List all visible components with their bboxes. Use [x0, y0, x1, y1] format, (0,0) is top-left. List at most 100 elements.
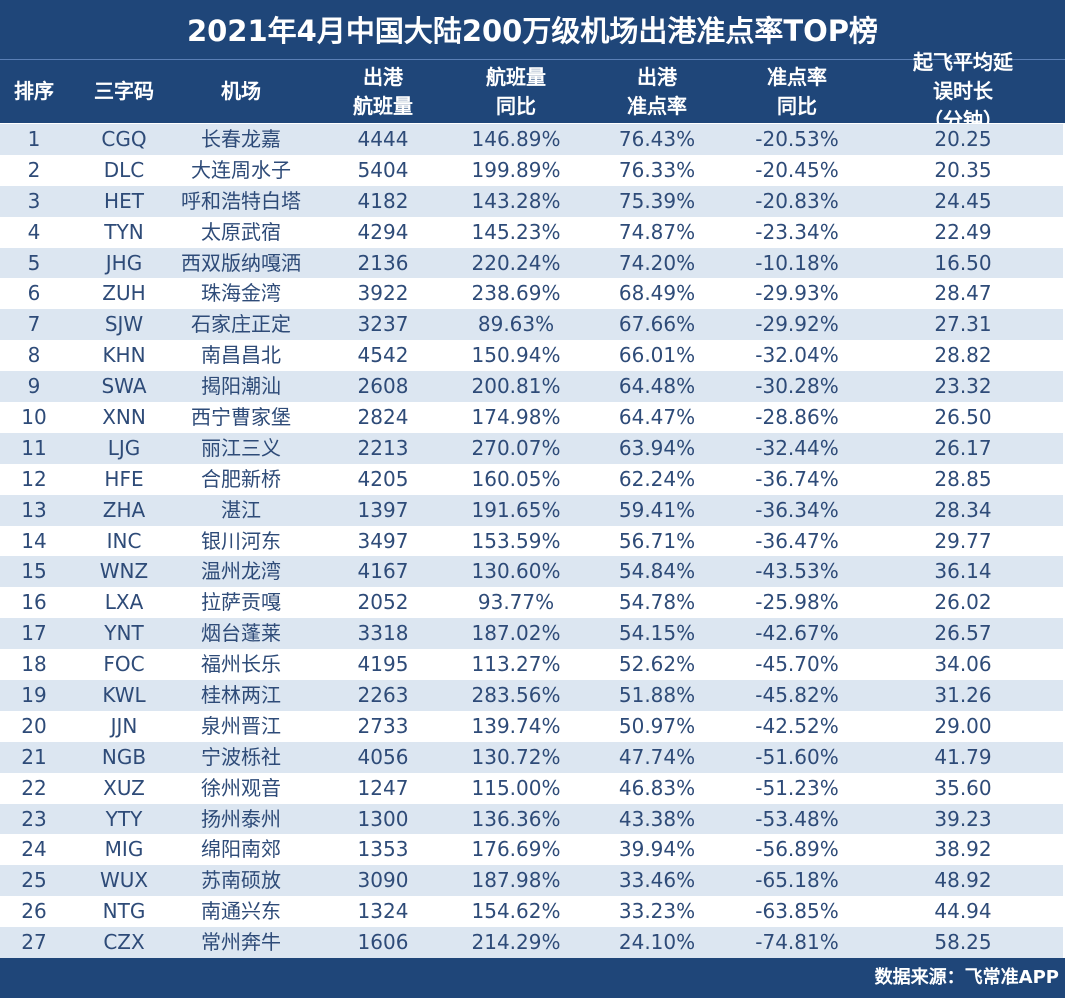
cell-code: CZX — [103, 930, 145, 955]
cell-airport: 宁波栎社 — [201, 744, 281, 769]
cell-avg-delay: 16.50 — [934, 250, 992, 275]
cell-ontime-rate: 74.87% — [618, 219, 696, 244]
cell-ontime-yoy: -36.47% — [755, 528, 839, 553]
cell-rank: 14 — [21, 528, 47, 553]
cell-ontime-yoy: -29.93% — [755, 281, 839, 306]
table-row: 27 CZX 常州奔牛 1606 214.29% 24.10% -74.81% 58.25 — [0, 927, 1063, 959]
cell-departures: 2608 — [357, 374, 409, 399]
cell-ontime-rate: 64.47% — [618, 405, 696, 430]
cell-rank: 18 — [21, 652, 47, 677]
cell-avg-delay: 36.14 — [934, 559, 992, 584]
cell-rank: 7 — [27, 312, 41, 337]
cell-departures: 2733 — [357, 713, 409, 738]
cell-departures-yoy: 143.28% — [471, 188, 561, 213]
cell-ontime-yoy: -10.18% — [755, 250, 839, 275]
cell-ontime-rate: 75.39% — [618, 188, 696, 213]
cell-rank: 2 — [27, 157, 41, 182]
cell-ontime-rate: 67.66% — [618, 312, 696, 337]
cell-airport: 绵阳南郊 — [201, 837, 281, 862]
cell-code: WNZ — [99, 559, 149, 584]
table-row: 14 INC 银川河东 3497 153.59% 56.71% -36.47% 29.77 — [0, 526, 1063, 557]
cell-ontime-yoy: -32.44% — [755, 435, 839, 460]
cell-departures: 4167 — [357, 559, 409, 584]
cell-departures: 4182 — [357, 188, 409, 213]
table-row: 13 ZHA 湛江 1397 191.65% 59.41% -36.34% 28.34 — [0, 494, 1063, 526]
cell-departures-yoy: 187.98% — [471, 868, 561, 893]
cell-departures: 1606 — [357, 930, 409, 955]
cell-rank: 5 — [27, 250, 41, 275]
table-row: 24 MIG 绵阳南郊 1353 176.69% 39.94% -56.89% 38.92 — [0, 834, 1063, 865]
cell-airport: 南昌昌北 — [201, 343, 281, 368]
cell-ontime-rate: 59.41% — [618, 497, 696, 522]
table-row: 26 NTG 南通兴东 1324 154.62% 33.23% -63.85% 44.94 — [0, 896, 1063, 927]
cell-rank: 15 — [21, 559, 47, 584]
cell-airport: 合肥新桥 — [201, 466, 281, 491]
cell-avg-delay: 29.00 — [934, 713, 992, 738]
cell-airport: 烟台蓬莱 — [201, 621, 281, 646]
cell-departures-yoy: 176.69% — [471, 837, 561, 862]
cell-avg-delay: 24.45 — [934, 188, 992, 213]
cell-departures: 1247 — [357, 775, 409, 800]
cell-rank: 20 — [21, 713, 47, 738]
cell-code: NTG — [102, 899, 146, 924]
cell-rank: 22 — [21, 775, 47, 800]
cell-ontime-rate: 51.88% — [618, 683, 696, 708]
cell-departures-yoy: 150.94% — [471, 343, 561, 368]
cell-departures-yoy: 130.60% — [471, 559, 561, 584]
cell-rank: 13 — [21, 497, 47, 522]
cell-ontime-yoy: -42.52% — [755, 713, 839, 738]
cell-departures: 4542 — [357, 343, 409, 368]
cell-ontime-yoy: -51.60% — [755, 744, 839, 769]
cell-avg-delay: 44.94 — [934, 899, 992, 924]
table-row: 9 SWA 揭阳潮汕 2608 200.81% 64.48% -30.28% 23.32 — [0, 371, 1063, 403]
cell-ontime-rate: 56.71% — [618, 528, 696, 553]
cell-airport: 珠海金湾 — [201, 281, 281, 306]
cell-departures-yoy: 283.56% — [471, 683, 561, 708]
cell-code: XNN — [102, 405, 146, 430]
cell-departures-yoy: 145.23% — [471, 219, 561, 244]
cell-ontime-yoy: -42.67% — [755, 621, 839, 646]
cell-ontime-yoy: -25.98% — [755, 590, 839, 615]
table-title: 2021年4月中国大陆200万级机场出港准点率TOP榜 — [0, 0, 1065, 60]
table-row: 10 XNN 西宁曹家堡 2824 174.98% 64.47% -28.86% 26.50 — [0, 402, 1063, 433]
cell-rank: 17 — [21, 621, 47, 646]
cell-departures-yoy: 187.02% — [471, 621, 561, 646]
cell-code: SWA — [101, 374, 147, 399]
cell-code: LXA — [104, 590, 144, 615]
table-row: 3 HET 呼和浩特白塔 4182 143.28% 75.39% -20.83% 24.45 — [0, 185, 1063, 217]
cell-ontime-rate: 63.94% — [618, 435, 696, 460]
cell-ontime-yoy: -74.81% — [755, 930, 839, 955]
table-row: 25 WUX 苏南硕放 3090 187.98% 33.46% -65.18% 48.92 — [0, 865, 1063, 897]
cell-airport: 扬州泰州 — [201, 806, 281, 831]
header-code: 三字码 — [94, 79, 154, 103]
cell-avg-delay: 28.47 — [934, 281, 992, 306]
cell-avg-delay: 26.02 — [934, 590, 992, 615]
cell-ontime-yoy: -36.74% — [755, 466, 839, 491]
cell-departures-yoy: 214.29% — [471, 930, 561, 955]
cell-departures-yoy: 136.36% — [471, 806, 561, 831]
cell-avg-delay: 41.79 — [934, 744, 992, 769]
cell-departures: 4056 — [357, 744, 409, 769]
cell-rank: 24 — [21, 837, 47, 862]
cell-code: YTY — [105, 806, 143, 831]
cell-airport: 温州龙湾 — [201, 559, 281, 584]
table-row: 21 NGB 宁波栎社 4056 130.72% 47.74% -51.60% 41.79 — [0, 741, 1063, 773]
table-row: 20 JJN 泉州晋江 2733 139.74% 50.97% -42.52% 29.00 — [0, 711, 1063, 742]
cell-ontime-yoy: -63.85% — [755, 899, 839, 924]
cell-airport: 太原武宿 — [201, 219, 281, 244]
cell-airport: 揭阳潮汕 — [201, 374, 281, 399]
table-row: 5 JHG 西双版纳嘎洒 2136 220.24% 74.20% -10.18% 16.50 — [0, 247, 1063, 279]
cell-airport: 呼和浩特白塔 — [181, 188, 301, 213]
cell-avg-delay: 20.35 — [934, 157, 992, 182]
header-avg-delay: 起飞平均延误时长 （分钟） — [913, 50, 1013, 132]
cell-rank: 8 — [27, 343, 41, 368]
cell-departures-yoy: 139.74% — [471, 713, 561, 738]
cell-code: INC — [106, 528, 142, 553]
cell-ontime-rate: 33.23% — [618, 899, 696, 924]
cell-departures-yoy: 199.89% — [471, 157, 561, 182]
table-row: 15 WNZ 温州龙湾 4167 130.60% 54.84% -43.53% 36.14 — [0, 556, 1063, 588]
cell-departures: 3090 — [357, 868, 409, 893]
cell-departures-yoy: 220.24% — [471, 250, 561, 275]
cell-departures: 1397 — [357, 497, 409, 522]
cell-code: ZHA — [102, 497, 146, 522]
